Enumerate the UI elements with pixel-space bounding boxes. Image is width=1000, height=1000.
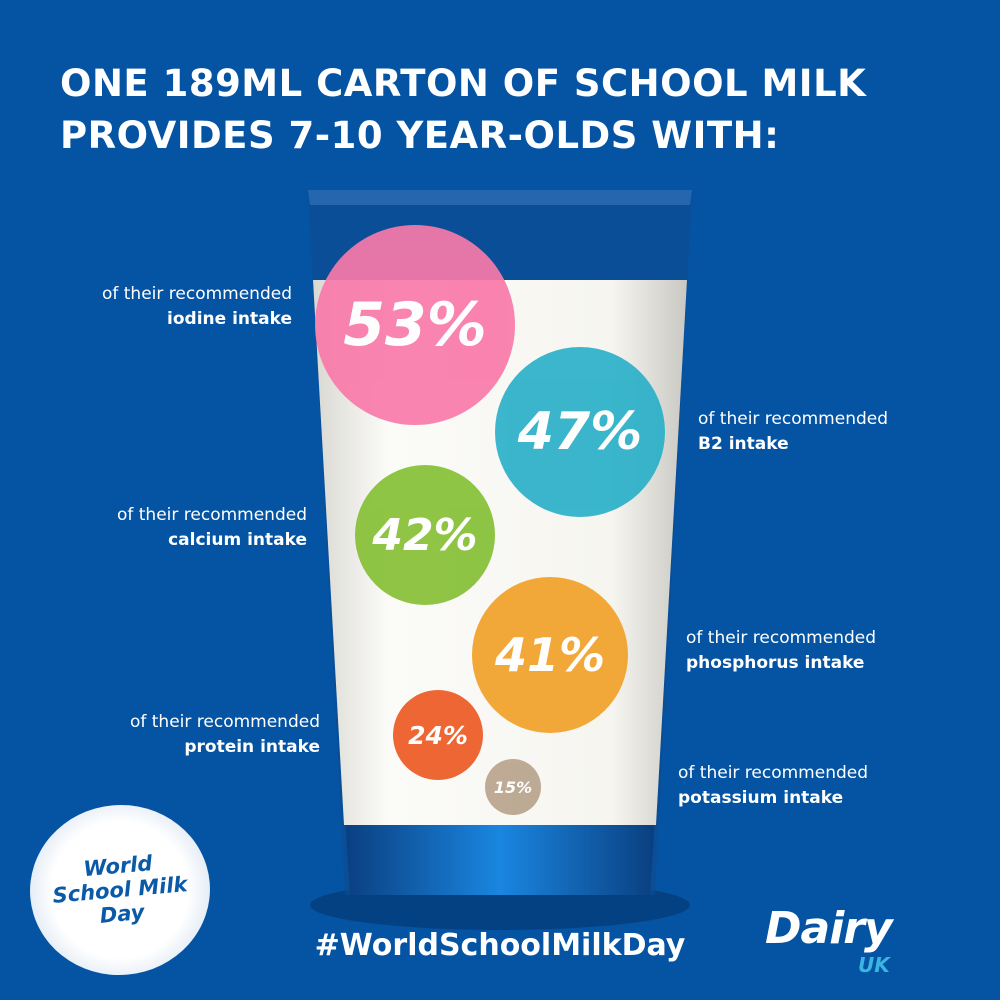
iodine-label: of their recommended iodine intake bbox=[102, 282, 292, 332]
glass-rim bbox=[308, 190, 692, 205]
label-nutrient: protein intake bbox=[184, 737, 320, 757]
hashtag: #WorldSchoolMilkDay bbox=[314, 928, 686, 963]
badge-line: Day bbox=[98, 900, 146, 928]
protein-percent-circle: 24% bbox=[393, 690, 483, 780]
iodine-percent-circle: 53% bbox=[315, 225, 515, 425]
potassium-percent-circle: 15% bbox=[485, 759, 541, 815]
headline-line-2: PROVIDES 7-10 YEAR-OLDS WITH: bbox=[60, 114, 780, 157]
glass-base bbox=[345, 820, 655, 895]
headline-line-1: ONE 189ML CARTON OF SCHOOL MILK bbox=[60, 62, 867, 105]
headline: ONE 189ML CARTON OF SCHOOL MILK PROVIDES… bbox=[60, 58, 980, 162]
protein-label: of their recommended protein intake bbox=[130, 710, 320, 760]
label-nutrient: phosphorus intake bbox=[686, 653, 865, 673]
potassium-label: of their recommended potassium intake bbox=[678, 761, 868, 811]
label-nutrient: B2 intake bbox=[698, 434, 789, 454]
label-prefix: of their recommended bbox=[698, 409, 889, 429]
label-prefix: of their recommended bbox=[686, 628, 877, 648]
label-nutrient: calcium intake bbox=[168, 530, 307, 550]
dairy-uk-logo: Dairy bbox=[765, 903, 893, 954]
dairy-uk-logo-sub: UK bbox=[858, 953, 890, 977]
label-prefix: of their recommended bbox=[116, 505, 307, 525]
label-prefix: of their recommended bbox=[129, 712, 320, 732]
b2-percent-circle: 47% bbox=[495, 347, 665, 517]
phosphorus-label: of their recommended phosphorus intake bbox=[686, 626, 876, 676]
label-nutrient: potassium intake bbox=[678, 788, 844, 808]
label-prefix: of their recommended bbox=[101, 284, 292, 304]
phosphorus-percent-circle: 41% bbox=[472, 577, 628, 733]
calcium-percent-circle: 42% bbox=[355, 465, 495, 605]
calcium-label: of their recommended calcium intake bbox=[117, 503, 307, 553]
label-nutrient: iodine intake bbox=[167, 309, 292, 329]
label-prefix: of their recommended bbox=[678, 763, 869, 783]
b2-label: of their recommended B2 intake bbox=[698, 407, 888, 457]
